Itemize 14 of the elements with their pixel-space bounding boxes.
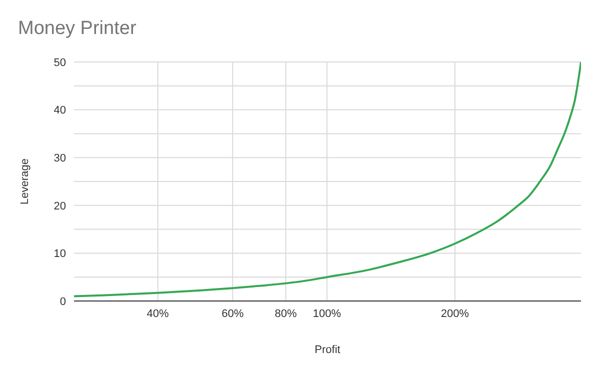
x-tick-label: 200% [440, 308, 470, 320]
y-tick-label: 50 [54, 56, 66, 69]
y-tick-label: 20 [54, 200, 66, 212]
x-tick-label: 80% [274, 308, 297, 320]
x-tick-label: 100% [312, 308, 342, 320]
chart-title: Money Printer [18, 18, 136, 40]
x-tick-label: 40% [146, 308, 170, 320]
y-tick-label: 10 [54, 248, 66, 260]
y-tick-label: 40 [54, 104, 66, 117]
y-axis-title: Leverage [18, 158, 31, 204]
x-axis-title: Profit [314, 344, 340, 356]
y-tick-label: 0 [60, 296, 66, 308]
x-tick-label: 60% [222, 308, 244, 320]
y-tick-label: 30 [54, 152, 66, 165]
